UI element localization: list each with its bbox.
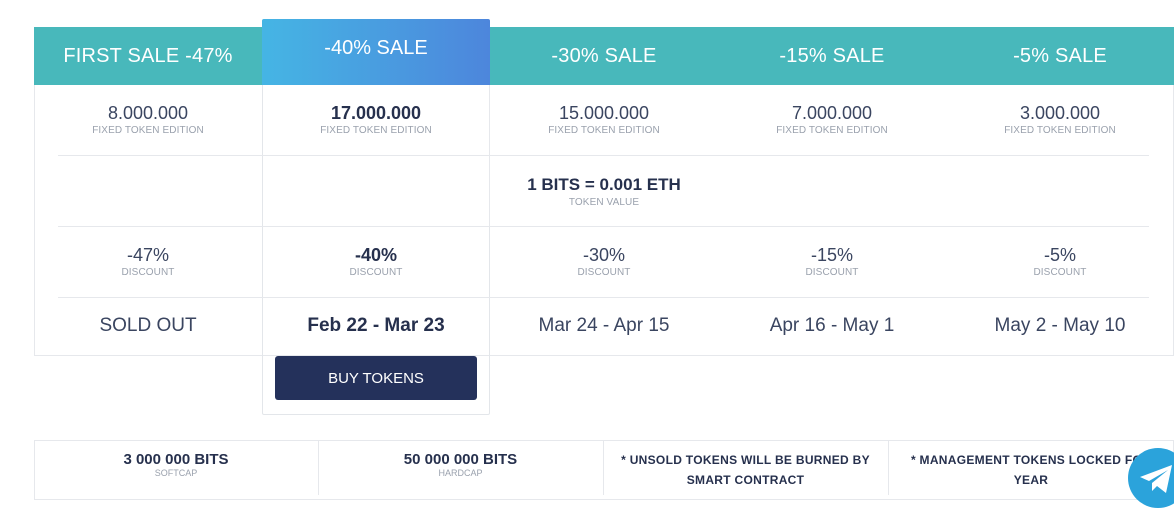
discount-value: -40% <box>354 245 398 265</box>
tokens-amount: 7.000.000 <box>791 103 873 123</box>
sale-dates: May 2 - May 10 <box>994 315 1126 336</box>
tokens-cell: 3.000.000 FIXED TOKEN EDITION <box>946 103 1174 136</box>
column-header-5-sale: -5% SALE <box>1013 44 1107 67</box>
discount-cell: -30% DISCOUNT <box>490 245 718 278</box>
sale-dates: Feb 22 - Mar 23 <box>307 315 445 336</box>
discount-label: DISCOUNT <box>349 267 403 278</box>
tokens-label: FIXED TOKEN EDITION <box>548 125 660 136</box>
tokens-cell: 8.000.000 FIXED TOKEN EDITION <box>34 103 262 136</box>
discount-value: -30% <box>582 245 626 265</box>
row-divider <box>58 297 1149 298</box>
tokens-amount: 17.000.000 <box>330 103 422 123</box>
unsold-note-line1: * UNSOLD TOKENS WILL BE BURNED BY <box>621 453 870 467</box>
softcap-label: SOFTCAP <box>154 468 198 478</box>
token-value: 1 BITS = 0.001 ETH <box>527 175 681 194</box>
row-divider <box>58 226 1149 227</box>
management-note-line2: YEAR <box>1013 473 1049 487</box>
tokens-label: FIXED TOKEN EDITION <box>320 125 432 136</box>
tokens-amount: 15.000.000 <box>558 103 650 123</box>
discount-value: -15% <box>810 245 854 265</box>
tokens-label: FIXED TOKEN EDITION <box>1004 125 1116 136</box>
sale-dates: Mar 24 - Apr 15 <box>538 315 670 336</box>
discount-label: DISCOUNT <box>1033 267 1087 278</box>
hardcap-value: 50 000 000 BITS <box>403 451 518 468</box>
summary-divider <box>318 440 319 495</box>
hardcap-label: HARDCAP <box>438 468 483 478</box>
row-divider <box>58 155 1149 156</box>
discount-label: DISCOUNT <box>577 267 631 278</box>
discount-label: DISCOUNT <box>121 267 175 278</box>
tokens-amount: 3.000.000 <box>1019 103 1101 123</box>
hardcap-cell: 50 000 000 BITS HARDCAP <box>318 440 603 495</box>
column-header-30-sale: -30% SALE <box>551 44 657 67</box>
buy-tokens-button[interactable]: BUY TOKENS <box>275 356 477 400</box>
discount-label: DISCOUNT <box>805 267 859 278</box>
discount-value: -5% <box>1043 245 1076 265</box>
sale-dates: SOLD OUT <box>99 315 197 336</box>
summary-divider <box>888 440 889 495</box>
softcap-cell: 3 000 000 BITS SOFTCAP <box>34 440 318 495</box>
tokens-amount: 8.000.000 <box>107 103 189 123</box>
management-note-line1: * MANAGEMENT TOKENS LOCKED FOR <box>910 453 1152 467</box>
tokens-cell: 15.000.000 FIXED TOKEN EDITION <box>490 103 718 136</box>
discount-cell: -47% DISCOUNT <box>34 245 262 278</box>
sale-dates: Apr 16 - May 1 <box>769 315 895 336</box>
unsold-note-line2: SMART CONTRACT <box>686 473 805 487</box>
unsold-note-cell: * UNSOLD TOKENS WILL BE BURNED BY SMART … <box>603 440 888 495</box>
tokens-cell: 17.000.000 FIXED TOKEN EDITION <box>262 103 490 136</box>
discount-cell: -15% DISCOUNT <box>718 245 946 278</box>
tokens-cell: 7.000.000 FIXED TOKEN EDITION <box>718 103 946 136</box>
token-value-cell: 1 BITS = 0.001 ETH TOKEN VALUE <box>490 175 718 208</box>
column-header-15-sale: -15% SALE <box>779 44 885 67</box>
management-note-cell: * MANAGEMENT TOKENS LOCKED FOR YEAR <box>888 440 1174 495</box>
softcap-value: 3 000 000 BITS <box>123 451 229 468</box>
discount-cell: -40% DISCOUNT <box>262 245 490 278</box>
sale-header-band <box>34 27 1174 85</box>
column-header-40-sale: -40% SALE <box>262 19 490 85</box>
column-header-first-sale: FIRST SALE -47% <box>63 44 233 67</box>
telegram-button[interactable] <box>1128 448 1174 508</box>
token-value-label: TOKEN VALUE <box>568 197 640 208</box>
discount-value: -47% <box>126 245 170 265</box>
summary-divider <box>603 440 604 495</box>
tokens-label: FIXED TOKEN EDITION <box>776 125 888 136</box>
telegram-icon <box>1140 465 1172 493</box>
tokens-label: FIXED TOKEN EDITION <box>92 125 204 136</box>
discount-cell: -5% DISCOUNT <box>946 245 1174 278</box>
